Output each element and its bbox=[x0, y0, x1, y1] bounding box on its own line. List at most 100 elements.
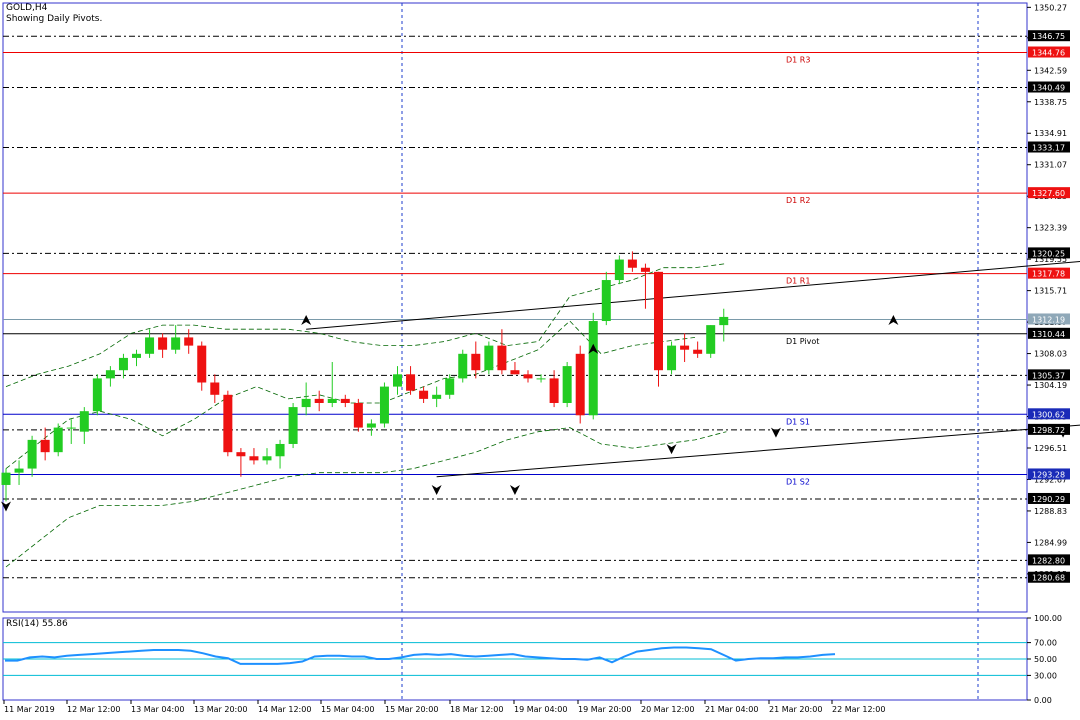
time-tick-label: 12 Mar 12:00 bbox=[67, 705, 120, 714]
bear-candle bbox=[523, 374, 533, 379]
time-tick-label: 15 Mar 04:00 bbox=[321, 705, 374, 714]
time-tick-label: 19 Mar 20:00 bbox=[578, 705, 631, 714]
bear-candle bbox=[575, 353, 585, 416]
pivot-label: D1 Pivot bbox=[786, 337, 819, 346]
price-marker-label: 1344.76 bbox=[1032, 49, 1065, 58]
bull-candle bbox=[118, 357, 128, 371]
bull-candle bbox=[27, 439, 37, 469]
time-tick-label: 13 Mar 04:00 bbox=[131, 705, 184, 714]
price-tick-label: 1308.03 bbox=[1034, 350, 1067, 359]
price-tick-label: 1342.59 bbox=[1034, 66, 1067, 75]
price-marker-label: 1317.78 bbox=[1032, 270, 1065, 279]
bear-candle bbox=[680, 345, 690, 350]
price-marker-label: 1298.72 bbox=[1032, 426, 1065, 435]
price-marker-box bbox=[1028, 423, 1070, 435]
bull-candle bbox=[432, 394, 442, 399]
time-tick-label: 13 Mar 20:00 bbox=[194, 705, 247, 714]
bull-candle bbox=[588, 321, 598, 416]
pivot-label: D1 R3 bbox=[786, 56, 810, 65]
fractal-up-arrow bbox=[888, 315, 899, 326]
price-tick-label: 1334.91 bbox=[1034, 129, 1067, 138]
price-tick-label: 1288.83 bbox=[1034, 507, 1067, 516]
rsi-tick-label: 100.00 bbox=[1034, 614, 1062, 623]
time-tick-label: 20 Mar 12:00 bbox=[641, 705, 694, 714]
price-tick-label: 1338.75 bbox=[1034, 98, 1067, 107]
price-marker-box bbox=[1028, 313, 1070, 325]
bull-candle bbox=[719, 316, 729, 326]
fractal-up-arrow bbox=[588, 343, 599, 354]
price-tick-label: 1350.27 bbox=[1034, 3, 1067, 12]
bear-candle bbox=[353, 402, 363, 428]
bull-candle bbox=[536, 378, 546, 380]
lower-band-line bbox=[5, 427, 727, 568]
bull-candle bbox=[171, 337, 181, 350]
bear-candle bbox=[223, 394, 233, 453]
price-marker-box bbox=[1028, 247, 1070, 259]
price-marker-box bbox=[1028, 30, 1070, 42]
price-marker-box bbox=[1028, 571, 1070, 583]
bear-candle bbox=[158, 337, 168, 350]
bull-candle bbox=[562, 366, 572, 403]
price-tick-label: 1284.99 bbox=[1034, 538, 1067, 547]
bear-candle bbox=[419, 390, 429, 399]
pivot-label: D1 S1 bbox=[786, 417, 810, 426]
fractal-down-arrow bbox=[666, 444, 677, 455]
bull-candle bbox=[601, 280, 611, 322]
price-marker-label: 1310.44 bbox=[1032, 330, 1065, 339]
price-marker-box bbox=[1028, 327, 1070, 339]
time-tick-label: 11 Mar 2019 bbox=[4, 705, 55, 714]
price-marker-label: 1282.80 bbox=[1032, 556, 1065, 565]
time-tick-label: 18 Mar 12:00 bbox=[450, 705, 503, 714]
bull-candle bbox=[105, 370, 115, 379]
bear-candle bbox=[340, 398, 350, 403]
upper-trendline bbox=[306, 260, 1080, 330]
lower-trendline bbox=[436, 424, 1080, 478]
chart-title: GOLD,H4 Showing Daily Pivots. bbox=[6, 3, 102, 25]
price-tick-label: 1304.19 bbox=[1034, 381, 1067, 390]
bull-candle bbox=[667, 345, 677, 371]
bear-candle bbox=[654, 271, 663, 371]
rsi-label: RSI(14) 55.86 bbox=[6, 619, 68, 629]
price-marker-box bbox=[1028, 141, 1070, 153]
fractal-down-arrow bbox=[770, 427, 781, 438]
bull-candle bbox=[1, 472, 11, 485]
price-tick-label: 1331.07 bbox=[1034, 161, 1067, 170]
bear-candle bbox=[314, 398, 324, 403]
time-tick-label: 22 Mar 12:00 bbox=[832, 705, 885, 714]
price-marker-box bbox=[1028, 46, 1070, 58]
bull-candle bbox=[393, 374, 402, 387]
bull-candle bbox=[614, 259, 624, 281]
bull-candle bbox=[145, 337, 155, 354]
bull-candle bbox=[484, 345, 494, 371]
price-marker-box bbox=[1028, 408, 1070, 420]
bear-candle bbox=[497, 345, 507, 371]
bull-candle bbox=[79, 411, 89, 432]
bear-candle bbox=[406, 374, 416, 391]
bull-candle bbox=[327, 398, 337, 403]
bull-candle bbox=[53, 427, 63, 453]
bear-candle bbox=[627, 259, 637, 268]
symbol-label: GOLD,H4 bbox=[6, 3, 48, 13]
bear-candle bbox=[471, 353, 481, 371]
bear-candle bbox=[693, 349, 703, 354]
bull-candle bbox=[288, 407, 298, 444]
rsi-tick-label: 0.00 bbox=[1034, 696, 1052, 705]
bear-candle bbox=[249, 456, 259, 461]
time-tick-label: 21 Mar 20:00 bbox=[769, 705, 822, 714]
bull-candle bbox=[262, 456, 272, 461]
time-tick-label: 15 Mar 20:00 bbox=[385, 705, 438, 714]
price-marker-label: 1327.60 bbox=[1032, 189, 1065, 198]
bear-candle bbox=[510, 370, 520, 375]
bear-candle bbox=[236, 452, 246, 457]
price-marker-label: 1305.37 bbox=[1032, 371, 1065, 380]
bull-candle bbox=[706, 325, 716, 354]
price-marker-label: 1300.62 bbox=[1032, 410, 1065, 419]
rsi-tick-label: 50.00 bbox=[1034, 655, 1057, 664]
time-tick-label: 19 Mar 04:00 bbox=[514, 705, 567, 714]
rsi-tick-label: 70.00 bbox=[1034, 639, 1057, 648]
bull-candle bbox=[66, 427, 76, 429]
rsi-line bbox=[5, 646, 836, 665]
pivot-label: D1 R2 bbox=[786, 196, 810, 205]
bear-candle bbox=[184, 337, 194, 346]
